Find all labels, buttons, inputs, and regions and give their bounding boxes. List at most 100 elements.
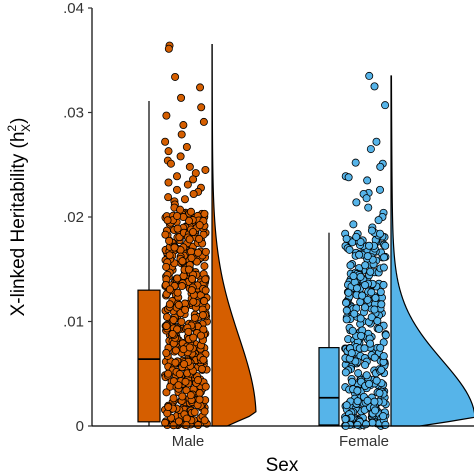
density-half-violin	[211, 43, 257, 427]
data-point	[370, 305, 379, 314]
data-point	[370, 82, 379, 91]
data-point	[381, 331, 390, 340]
data-point	[200, 209, 209, 218]
data-point	[377, 300, 386, 309]
x-axis-ticks: Male Female	[172, 426, 389, 450]
data-point	[173, 211, 182, 220]
data-point	[361, 303, 370, 312]
data-point	[342, 234, 351, 243]
data-point	[177, 317, 186, 326]
data-point	[162, 111, 171, 120]
data-point	[189, 175, 198, 184]
data-point	[171, 346, 180, 355]
data-point	[363, 396, 372, 405]
data-point	[345, 245, 354, 254]
data-point	[381, 101, 390, 110]
data-point	[376, 288, 385, 297]
data-point	[176, 152, 185, 161]
data-point	[348, 377, 357, 386]
data-point	[366, 145, 375, 154]
data-point	[200, 416, 209, 425]
data-point	[201, 382, 210, 391]
data-point	[177, 282, 186, 291]
data-point	[353, 284, 362, 293]
data-point	[176, 205, 185, 214]
data-point	[187, 253, 196, 262]
data-point	[174, 381, 183, 390]
data-point	[179, 121, 188, 130]
data-point	[379, 412, 388, 421]
y-axis-title-end: )	[8, 118, 29, 124]
data-point	[380, 253, 389, 262]
data-point	[361, 261, 370, 270]
x-axis-title: Sex	[266, 455, 299, 474]
data-point	[362, 371, 371, 380]
data-point	[197, 364, 206, 373]
data-point	[358, 291, 367, 300]
data-point	[180, 360, 189, 369]
data-point	[164, 147, 173, 156]
data-point	[349, 220, 358, 229]
data-point	[342, 298, 351, 307]
data-point	[180, 195, 189, 204]
data-point	[194, 376, 203, 385]
data-point	[189, 297, 198, 306]
data-point	[366, 339, 375, 348]
data-point	[377, 365, 386, 374]
data-point	[161, 418, 170, 427]
data-point	[379, 280, 388, 289]
data-point	[361, 360, 370, 369]
boxplot-box	[318, 347, 340, 426]
data-point	[371, 406, 380, 415]
data-point	[166, 159, 175, 168]
data-point	[162, 388, 171, 397]
data-point	[164, 193, 173, 202]
data-point	[354, 369, 363, 378]
data-point	[342, 306, 351, 315]
data-point	[375, 324, 384, 333]
y-tick-label: .02	[63, 209, 84, 226]
data-point	[190, 408, 199, 417]
density-half-violin	[390, 75, 474, 427]
data-point	[164, 403, 173, 412]
data-point	[201, 247, 210, 256]
data-point	[374, 216, 383, 225]
data-point	[168, 329, 177, 338]
boxplot-box	[137, 289, 161, 423]
data-point	[172, 185, 181, 194]
data-point	[200, 262, 209, 271]
data-point	[353, 386, 362, 395]
data-point	[363, 295, 372, 304]
data-point	[363, 176, 372, 185]
data-point	[360, 344, 369, 353]
data-point	[174, 417, 183, 426]
data-point	[344, 288, 353, 297]
data-point	[181, 377, 190, 386]
data-point	[171, 358, 180, 367]
y-axis-title: X-linked Heritability (h2X)	[5, 118, 33, 317]
data-point	[175, 370, 184, 379]
series-male	[137, 41, 257, 430]
data-point	[185, 343, 194, 352]
data-point	[376, 343, 385, 352]
data-point	[165, 300, 174, 309]
data-point	[196, 331, 205, 340]
data-point	[352, 232, 361, 241]
y-axis-title-sup: 2	[5, 125, 19, 132]
data-point	[195, 395, 204, 404]
data-point	[357, 331, 366, 340]
data-point	[375, 389, 384, 398]
data-point	[181, 305, 190, 314]
data-point	[185, 162, 194, 171]
data-point	[188, 275, 197, 284]
data-point	[344, 173, 353, 182]
data-point	[174, 300, 183, 309]
data-point	[366, 267, 375, 276]
data-point	[199, 355, 208, 364]
data-point	[341, 368, 350, 377]
data-point	[372, 137, 381, 146]
data-point	[185, 235, 194, 244]
data-point	[177, 130, 186, 139]
data-point	[349, 272, 358, 281]
data-point	[376, 162, 385, 171]
